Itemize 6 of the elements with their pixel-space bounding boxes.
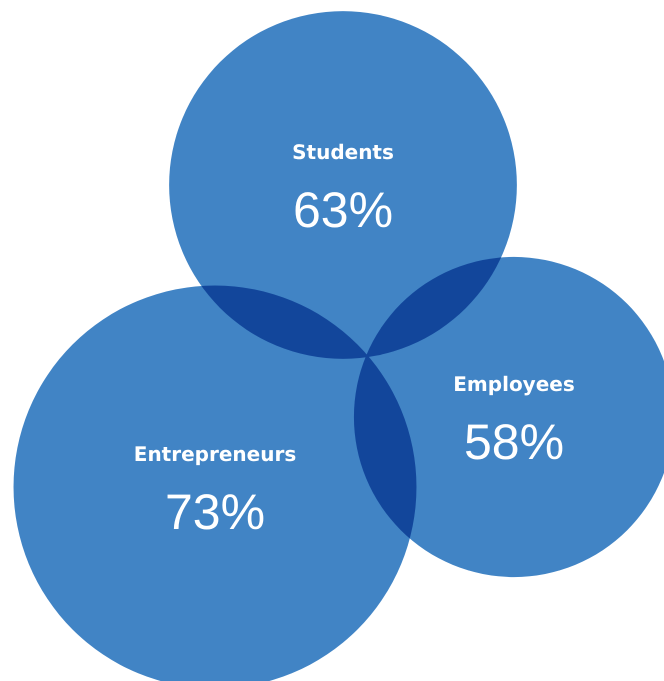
data-label: 73% — [164, 484, 266, 540]
data-label: 58% — [464, 414, 564, 470]
category-label: Entrepreneurs — [134, 442, 296, 466]
category-label: Employees — [453, 372, 575, 396]
data-label: 63% — [292, 182, 394, 238]
category-label: Students — [292, 140, 394, 164]
